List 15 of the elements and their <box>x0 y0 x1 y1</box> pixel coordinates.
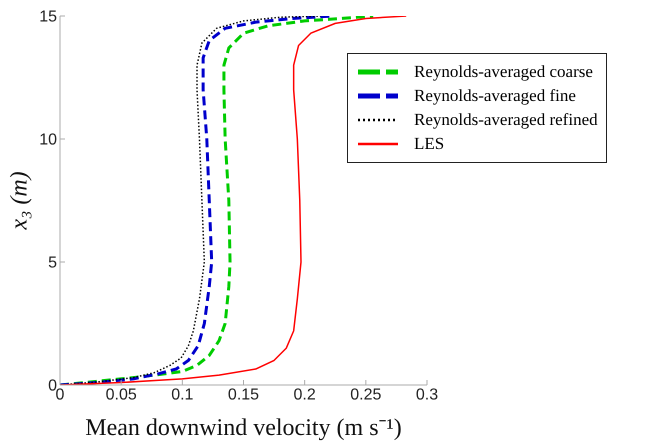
y-tick-label: 15 <box>39 8 58 26</box>
legend-label: Reynolds-averaged refined <box>414 110 598 130</box>
x-tick-label: 0.1 <box>171 386 194 404</box>
x-tick-label: 0.3 <box>416 386 438 404</box>
y-axis-title: x₃ (m) <box>6 171 33 231</box>
x-tick-label: 0.15 <box>228 386 260 404</box>
y-tick-label: 10 <box>39 132 58 149</box>
x-tick-label: 0.05 <box>106 386 137 404</box>
legend-label: Reynolds-averaged coarse <box>414 62 593 82</box>
x-tick-label: 0.2 <box>294 386 316 404</box>
x-tick-label: 0.25 <box>350 386 382 404</box>
legend-label: LES <box>414 134 444 154</box>
x-axis-title: Mean downwind velocity (m s⁻¹) <box>85 415 402 441</box>
y-tick-label: 5 <box>48 254 58 272</box>
legend-label: Reynolds-averaged fine <box>414 86 576 106</box>
